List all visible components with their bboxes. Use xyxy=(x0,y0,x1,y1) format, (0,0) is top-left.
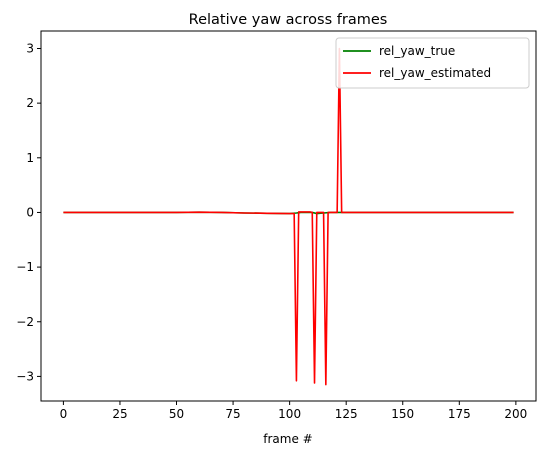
x-tick-label: 200 xyxy=(504,407,527,421)
legend: rel_yaw_true rel_yaw_estimated xyxy=(335,37,530,89)
series-layer xyxy=(63,47,514,386)
y-tick-label: −2 xyxy=(16,315,34,329)
series-line-rel-yaw-estimated xyxy=(63,47,514,386)
y-tick-label: 3 xyxy=(26,41,34,55)
x-tick-label: 150 xyxy=(391,407,414,421)
chart-title: Relative yaw across frames xyxy=(189,12,388,28)
x-axis-ticks: 0 25 50 75 100 125 150 175 200 xyxy=(60,401,527,421)
x-tick-label: 50 xyxy=(169,407,184,421)
y-axis-ticks: −3 −2 −1 0 1 2 3 xyxy=(16,41,41,383)
x-tick-label: 75 xyxy=(225,407,240,421)
y-tick-label: 2 xyxy=(26,96,34,110)
y-tick-label: 1 xyxy=(26,151,34,165)
legend-label-rel-yaw-true: rel_yaw_true xyxy=(379,44,455,58)
legend-box xyxy=(335,37,530,89)
x-tick-label: 125 xyxy=(335,407,358,421)
x-axis-label: frame # xyxy=(263,432,312,446)
x-tick-label: 100 xyxy=(278,407,301,421)
y-tick-label: −3 xyxy=(16,369,34,383)
y-tick-label: 0 xyxy=(26,205,34,219)
x-tick-label: 25 xyxy=(112,407,127,421)
y-tick-label: −1 xyxy=(16,260,34,274)
x-tick-label: 0 xyxy=(60,407,68,421)
legend-label-rel-yaw-estimated: rel_yaw_estimated xyxy=(379,66,491,80)
plot-frame xyxy=(40,30,537,402)
x-tick-label: 175 xyxy=(448,407,471,421)
